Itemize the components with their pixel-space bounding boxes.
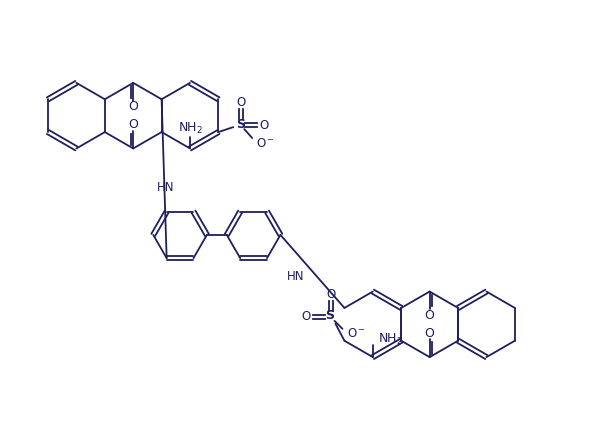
- Text: O: O: [326, 287, 335, 301]
- Text: HN: HN: [158, 181, 175, 194]
- Text: O: O: [424, 309, 435, 322]
- Text: NH$_2$: NH$_2$: [378, 332, 403, 347]
- Text: O$^-$: O$^-$: [347, 327, 367, 340]
- Text: O: O: [260, 119, 269, 132]
- Text: O$^-$: O$^-$: [256, 137, 275, 150]
- Text: O: O: [301, 310, 310, 323]
- Text: O: O: [128, 118, 138, 131]
- Text: HN: HN: [287, 270, 304, 283]
- Text: NH$_2$: NH$_2$: [177, 121, 202, 136]
- Text: S: S: [236, 117, 245, 131]
- Text: O: O: [236, 96, 246, 109]
- Text: S: S: [325, 309, 334, 323]
- Text: O: O: [424, 327, 435, 340]
- Text: O: O: [128, 100, 138, 113]
